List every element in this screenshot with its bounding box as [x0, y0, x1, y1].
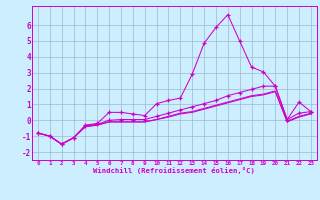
X-axis label: Windchill (Refroidissement éolien,°C): Windchill (Refroidissement éolien,°C): [93, 167, 255, 174]
